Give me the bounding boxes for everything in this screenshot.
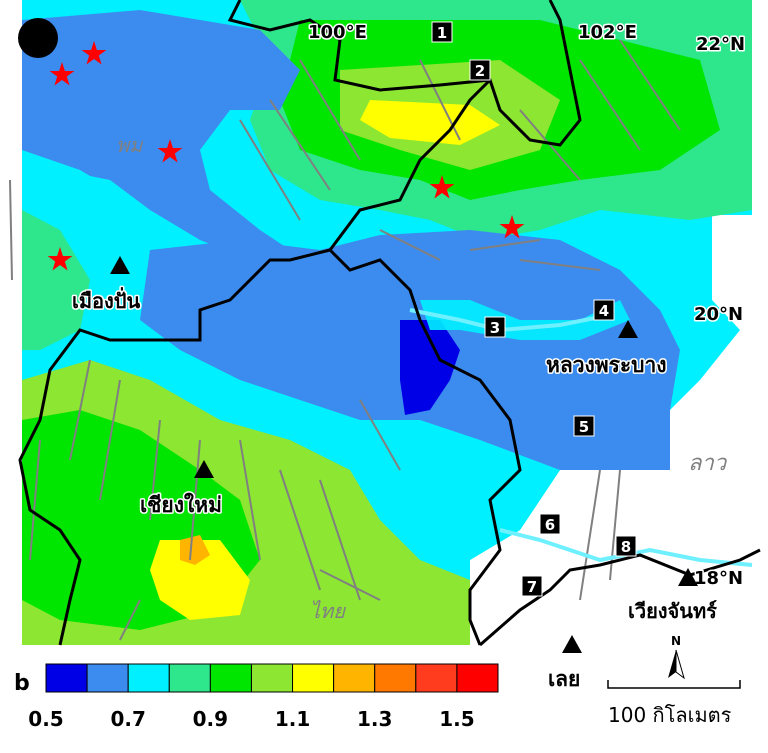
- epicenter-star: [499, 215, 525, 239]
- site-number: 7: [527, 578, 537, 596]
- b-value-field: [22, 0, 752, 645]
- country-label-myanmar: พม: [116, 133, 144, 157]
- legend-tick-label: 0.9: [193, 707, 228, 731]
- place-label: เลย: [548, 667, 580, 691]
- lon-102-label: 102°E: [578, 22, 637, 43]
- site-marker: 6: [539, 513, 561, 535]
- site-number: 3: [490, 319, 500, 337]
- epicenter-stars: [47, 41, 525, 271]
- place-markers: เมืองปั่นหลวงพระบางเชียงใหม่เวียงจันทร์เ…: [71, 256, 719, 693]
- legend-color-swatch: [292, 663, 335, 693]
- site-number: 8: [621, 538, 631, 556]
- place-marker: เลย: [547, 635, 582, 693]
- triangle-icon: [618, 320, 638, 338]
- legend-color-swatch: [415, 663, 458, 693]
- panel-label: ค: [18, 18, 58, 58]
- scale-bar: 100 กิโลเมตร: [607, 680, 741, 727]
- field-orange-south: [180, 535, 210, 565]
- site-marker: 1: [431, 21, 453, 43]
- place-label: หลวงพระบาง: [546, 353, 667, 377]
- field-yellow-north: [360, 100, 500, 145]
- legend-color-swatch: [168, 663, 211, 693]
- legend-variable: b: [14, 671, 30, 696]
- north-arrow-label: N: [671, 634, 681, 648]
- site-number: 1: [437, 24, 447, 42]
- legend-color-swatch: [374, 663, 417, 693]
- site-marker: 8: [615, 535, 637, 557]
- site-marker: 5: [573, 415, 595, 437]
- field-blue-nw: [22, 10, 300, 260]
- legend-color-swatch: [456, 663, 499, 693]
- lat-20-label: 20°N: [694, 304, 743, 325]
- legend-color-swatch: [86, 663, 129, 693]
- legend-tick-label: 1.3: [357, 707, 392, 731]
- legend-colorbar: [45, 663, 499, 693]
- country-label-thailand: ไทย: [310, 599, 346, 623]
- lat-22-label: 22°N: [696, 34, 745, 55]
- fault-lines: [9, 39, 681, 641]
- field-yellow-south: [150, 540, 250, 620]
- site-marker: 4: [593, 299, 615, 321]
- triangle-icon: [110, 256, 130, 274]
- field-cyan-river: [420, 300, 630, 340]
- epicenter-star: [47, 247, 73, 271]
- border-myanmar-laos: [328, 248, 522, 646]
- legend-ticks: 0.5 0.7 0.9 1.1 1.3 1.5: [28, 707, 474, 731]
- place-marker: หลวงพระบาง: [545, 320, 668, 379]
- field-darkblue-center: [400, 320, 460, 415]
- site-number: 6: [545, 516, 555, 534]
- place-label: เมืองปั่น: [72, 286, 140, 313]
- legend-tick-label: 0.5: [28, 707, 63, 731]
- epicenter-star: [429, 175, 455, 199]
- field-green-west: [22, 210, 90, 350]
- lat-18-label: 18°N: [694, 568, 743, 589]
- legend-color-swatch: [127, 663, 170, 693]
- site-number: 5: [579, 418, 589, 436]
- panel-label-text: ค: [30, 24, 46, 52]
- border-china-laos: [18, 78, 492, 646]
- site-number: 2: [475, 62, 485, 80]
- site-marker: 7: [521, 575, 543, 597]
- scale-bar-label: 100 กิโลเมตร: [608, 703, 732, 727]
- border-laos-thailand: [479, 548, 761, 647]
- legend-color-swatch: [209, 663, 252, 693]
- place-marker: เวียงจันทร์: [627, 568, 719, 625]
- legend-color-swatch: [45, 663, 88, 693]
- site-marker: 2: [469, 59, 491, 81]
- site-marker: 3: [484, 316, 506, 338]
- legend-tick-label: 0.7: [110, 707, 145, 731]
- place-marker: เชียงใหม่: [139, 460, 223, 519]
- site-number: 4: [599, 302, 609, 320]
- field-cyan-se: [430, 440, 560, 560]
- lon-100-label: 100°E: [308, 22, 367, 43]
- legend-tick-label: 1.5: [439, 707, 474, 731]
- legend-tick-label: 1.1: [275, 707, 310, 731]
- epicenter-star: [157, 139, 183, 163]
- north-arrow: N: [668, 634, 685, 680]
- site-markers: 1 2 3 4 5 6 7 8: [431, 21, 637, 597]
- place-label: เชียงใหม่: [140, 492, 222, 517]
- triangle-icon: [194, 460, 214, 478]
- epicenter-star: [49, 62, 75, 86]
- country-borders: [18, 0, 761, 647]
- place-marker: เมืองปั่น: [71, 256, 142, 315]
- legend-color-swatch: [250, 663, 294, 693]
- legend: b 0.5 0.7 0.9 1.1 1.3 1.5: [14, 663, 499, 731]
- country-label-laos: ลาว: [688, 451, 728, 476]
- place-label: เวียงจันทร์: [628, 599, 717, 623]
- triangle-icon: [562, 635, 582, 653]
- legend-color-swatch: [333, 663, 376, 693]
- epicenter-star: [81, 41, 107, 65]
- border-myanmar-china: [227, 0, 582, 147]
- triangle-icon: [678, 568, 698, 586]
